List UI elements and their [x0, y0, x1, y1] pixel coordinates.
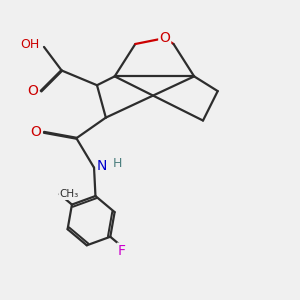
Text: O: O [27, 84, 38, 98]
Text: H: H [113, 157, 123, 170]
Text: OH: OH [20, 38, 40, 50]
Text: O: O [159, 31, 170, 45]
Text: N: N [97, 159, 107, 173]
Text: F: F [118, 244, 126, 258]
Text: O: O [30, 125, 41, 139]
Text: CH₃: CH₃ [59, 189, 79, 199]
